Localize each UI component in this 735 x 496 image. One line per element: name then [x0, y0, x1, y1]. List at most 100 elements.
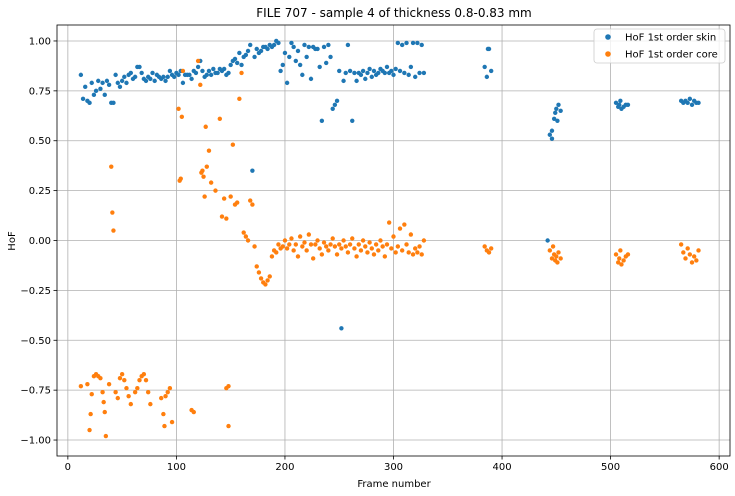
- data-point: [176, 106, 181, 112]
- data-point: [300, 244, 305, 249]
- data-point: [276, 242, 281, 247]
- data-point: [83, 84, 88, 90]
- x-tick-label: 200: [275, 462, 294, 473]
- y-tick-label: −0.50: [20, 336, 51, 347]
- data-point: [551, 116, 557, 121]
- data-point: [488, 68, 494, 74]
- data-point: [691, 254, 697, 259]
- data-point: [315, 46, 320, 52]
- data-point: [106, 381, 112, 387]
- data-point: [365, 70, 370, 76]
- data-point: [297, 62, 303, 68]
- data-point: [91, 92, 97, 98]
- data-point: [367, 66, 372, 72]
- data-point: [211, 66, 216, 72]
- data-point: [694, 258, 699, 263]
- data-point: [310, 256, 316, 261]
- data-point: [85, 381, 90, 387]
- data-point: [545, 238, 550, 243]
- data-point: [219, 214, 225, 219]
- data-point: [395, 244, 401, 249]
- data-point: [104, 78, 110, 84]
- data-point: [339, 246, 344, 251]
- grid: [57, 25, 730, 456]
- data-point: [334, 252, 340, 257]
- data-point: [300, 72, 305, 78]
- data-point: [284, 246, 290, 251]
- data-point: [332, 244, 338, 249]
- data-point: [549, 256, 555, 261]
- data-point: [117, 84, 123, 90]
- data-point: [113, 72, 118, 78]
- data-point: [180, 80, 186, 86]
- data-point: [109, 164, 114, 169]
- data-point: [696, 100, 701, 106]
- data-point: [111, 228, 116, 233]
- data-point: [352, 246, 357, 251]
- data-point: [269, 254, 275, 259]
- data-point: [330, 106, 335, 112]
- data-point: [554, 106, 559, 112]
- data-point: [393, 66, 398, 72]
- data-point: [203, 124, 208, 129]
- data-point: [369, 246, 374, 251]
- data-point: [119, 371, 125, 377]
- data-point: [345, 42, 351, 48]
- data-point: [163, 393, 168, 399]
- data-point: [345, 250, 351, 255]
- data-point: [324, 60, 329, 66]
- data-point: [685, 100, 690, 106]
- data-point: [326, 42, 331, 48]
- data-point: [221, 66, 227, 72]
- data-point: [96, 78, 101, 84]
- data-point: [556, 250, 561, 255]
- data-point: [289, 236, 294, 241]
- data-point: [389, 68, 394, 74]
- data-point: [687, 252, 693, 257]
- data-point: [360, 238, 366, 243]
- x-tick-label: 400: [493, 462, 512, 473]
- data-point: [324, 244, 329, 249]
- data-point: [293, 58, 299, 64]
- data-point: [237, 96, 242, 102]
- data-point: [103, 433, 109, 439]
- data-point: [343, 244, 348, 249]
- data-point: [159, 395, 164, 401]
- data-point: [241, 230, 246, 235]
- data-point: [252, 244, 257, 249]
- data-point: [406, 250, 411, 255]
- data-point: [137, 64, 142, 70]
- data-point: [189, 76, 194, 82]
- data-point: [191, 409, 196, 415]
- data-point: [683, 256, 688, 261]
- data-point: [297, 234, 303, 239]
- data-point: [395, 40, 401, 46]
- data-point: [122, 74, 127, 80]
- data-point: [413, 246, 418, 251]
- data-point: [482, 64, 487, 70]
- data-point: [265, 278, 270, 283]
- data-point: [547, 248, 553, 253]
- data-point: [254, 46, 259, 52]
- data-point: [106, 82, 112, 88]
- data-point: [328, 242, 333, 247]
- legend-label-skin: HoF 1st order skin: [625, 33, 716, 44]
- data-point: [308, 76, 314, 82]
- data-point: [371, 252, 377, 257]
- data-point: [321, 240, 327, 245]
- data-point: [304, 54, 309, 60]
- legend-marker-core: [605, 51, 611, 57]
- data-point: [482, 244, 487, 249]
- data-point: [145, 389, 151, 395]
- data-point: [208, 180, 214, 185]
- data-point: [102, 92, 107, 98]
- data-point: [137, 377, 142, 383]
- data-point: [124, 80, 129, 86]
- data-point: [248, 198, 253, 203]
- data-point: [250, 168, 255, 173]
- data-point: [245, 238, 251, 243]
- data-point: [696, 248, 701, 253]
- y-axis: 1.00 0.75 0.50 0.25 0.00 −0.25 −0.50 −0.75 −1.00: [20, 36, 57, 447]
- data-point: [321, 44, 327, 50]
- data-point: [230, 142, 236, 147]
